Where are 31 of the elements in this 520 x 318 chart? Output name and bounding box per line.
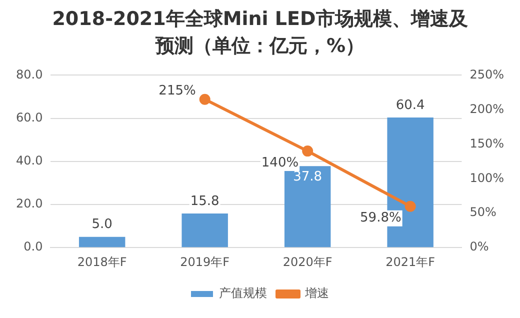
x-tick-label: 2020年F [282, 254, 332, 269]
data-label: 59.8% [360, 210, 402, 226]
x-tick-label: 2019年F [180, 254, 230, 269]
y-tick-label: 60.0 [16, 110, 43, 124]
y-tick-label: 0.0 [24, 240, 43, 254]
data-label: 60.4 [396, 98, 425, 113]
point [404, 200, 416, 212]
point [199, 94, 210, 105]
data-label: 5.0 [92, 217, 112, 232]
y2-tick-label: 200% [470, 102, 504, 116]
bar [284, 166, 331, 248]
point [302, 146, 314, 157]
y2-tick-label: 150% [470, 136, 504, 150]
bar [182, 214, 228, 248]
legend-label: 增速 [304, 286, 329, 300]
data-label: 15.8 [190, 194, 220, 209]
y-tick-label: 40.0 [16, 154, 43, 168]
data-label: 215% [158, 84, 196, 99]
legend-label: 产值规模 [219, 286, 267, 300]
data-label: 140% [261, 155, 299, 170]
y2-tick-label: 50% [470, 205, 496, 220]
y2-tick-label: 250% [470, 67, 504, 82]
x-tick-label: 2021年F [386, 254, 436, 269]
y-tick-label: 80.0 [16, 67, 43, 82]
y-tick-label: 20.0 [16, 196, 43, 211]
data-label: 37.8 [293, 170, 322, 185]
chart-title: 2018-2021年全球Mini LED市场规模、增速及预测（单位：亿元，%） [51, 7, 469, 59]
y2-tick-label: 100% [470, 170, 504, 185]
bar [78, 236, 126, 248]
y2-tick-label: 0% [470, 240, 489, 254]
x-tick-label: 2018年F [77, 254, 127, 269]
